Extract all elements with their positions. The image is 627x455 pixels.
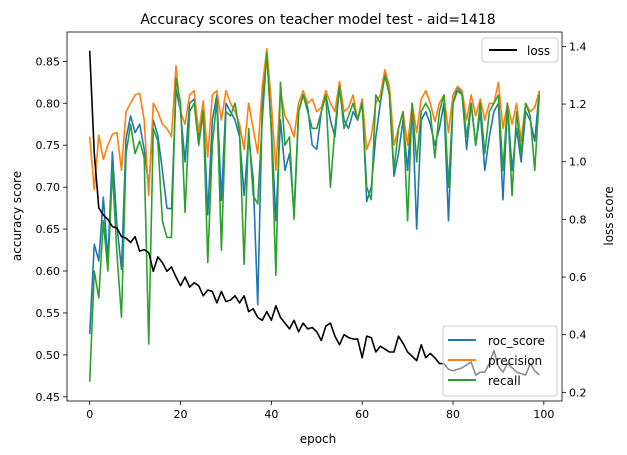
y-tick-label: 0.65 [36,223,61,236]
y2-tick-label: 1.0 [569,156,587,169]
legend-loss: loss [481,37,559,63]
legend-scores-box [442,325,558,397]
y-tick-label: 0.60 [36,265,61,278]
y-tick-label: 0.70 [36,181,61,194]
plot-frame [66,31,563,402]
y-tick-label: 0.80 [36,97,61,110]
legend-label-loss: loss [527,44,550,58]
x-tick-label: 80 [446,408,460,421]
series-line-precision [88,47,541,197]
chart-title: Accuracy scores on teacher model test - … [140,12,495,28]
x-tick-label: 0 [86,408,93,421]
x-tick-label: 20 [174,408,188,421]
series-line-roc-score [88,51,541,334]
legend-label-recall: recall [488,374,521,388]
y-tick-label: 0.45 [36,391,61,404]
x-tick-label: 60 [355,408,369,421]
y2-axis-label: loss score [602,186,616,245]
x-tick-label: 100 [533,408,554,421]
y2-tick-label: 0.2 [569,386,587,399]
y2-tick-label: 1.2 [569,98,587,111]
y-tick-label: 0.85 [36,55,61,68]
y2-tick-label: 0.8 [569,213,587,226]
x-tick-label: 40 [264,408,278,421]
legend-scores: roc_score precision recall [442,325,558,397]
y2-tick-label: 1.4 [569,40,587,53]
y-tick-label: 0.75 [36,139,61,152]
legend-label-roc-score: roc_score [488,334,545,348]
y2-tick-label: 0.4 [569,329,587,342]
y-axis-label: accuracy score [10,171,24,261]
x-axis-ticks: 0 20 40 60 80 100 [86,401,554,421]
legend-label-precision: precision [488,354,542,368]
y-tick-label: 0.55 [36,307,61,320]
series-line-recall [88,52,541,382]
y-axis-ticks: 0.45 0.50 0.55 0.60 0.65 0.70 0.75 0.80 0.85 [36,55,67,404]
y-tick-label: 0.50 [36,349,61,362]
legend-loss-box [481,37,559,63]
y2-axis-ticks: 0.2 0.4 0.6 0.8 1.0 1.2 1.4 [562,40,587,399]
x-axis-label: epoch [300,432,337,446]
y2-tick-label: 0.6 [569,271,587,284]
